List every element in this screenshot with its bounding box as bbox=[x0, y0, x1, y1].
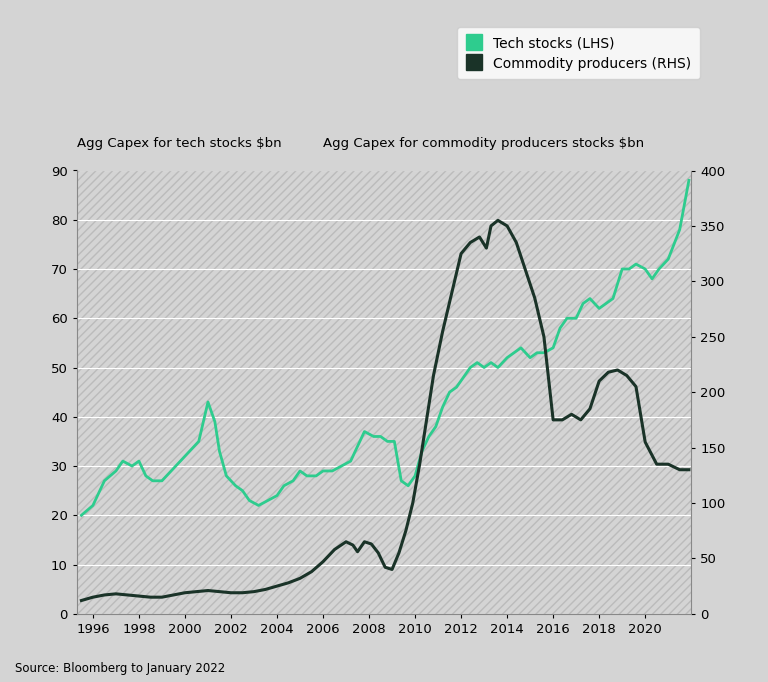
Commodity producers (RHS) bbox=[604, 368, 613, 376]
Text: Agg Capex for commodity producers stocks $bn: Agg Capex for commodity producers stocks… bbox=[323, 137, 644, 150]
Tech stocks (LHS) bbox=[396, 477, 406, 485]
Line: Commodity producers (RHS): Commodity producers (RHS) bbox=[81, 220, 689, 601]
Commodity producers (RHS) bbox=[408, 499, 417, 507]
Text: Source: Bloomberg to January 2022: Source: Bloomberg to January 2022 bbox=[15, 662, 226, 675]
Tech stocks (LHS) bbox=[684, 176, 694, 184]
Tech stocks (LHS) bbox=[194, 437, 204, 445]
Commodity producers (RHS) bbox=[493, 216, 502, 224]
Tech stocks (LHS) bbox=[353, 442, 362, 450]
Commodity producers (RHS) bbox=[296, 574, 305, 582]
Commodity producers (RHS) bbox=[77, 596, 86, 605]
Commodity producers (RHS) bbox=[367, 540, 376, 548]
Commodity producers (RHS) bbox=[684, 466, 694, 474]
Text: Agg Capex for tech stocks $bn: Agg Capex for tech stocks $bn bbox=[77, 137, 281, 150]
Legend: Tech stocks (LHS), Commodity producers (RHS): Tech stocks (LHS), Commodity producers (… bbox=[457, 27, 700, 79]
Tech stocks (LHS) bbox=[509, 349, 518, 357]
Line: Tech stocks (LHS): Tech stocks (LHS) bbox=[81, 180, 689, 516]
Tech stocks (LHS) bbox=[127, 462, 137, 470]
Tech stocks (LHS) bbox=[77, 512, 86, 520]
Tech stocks (LHS) bbox=[289, 477, 298, 485]
Commodity producers (RHS) bbox=[250, 587, 259, 596]
Commodity producers (RHS) bbox=[664, 460, 673, 469]
Bar bbox=[77, 170, 691, 614]
